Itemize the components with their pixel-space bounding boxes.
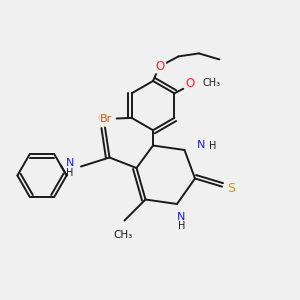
Text: H: H [66,167,73,178]
Text: H: H [209,141,216,152]
Text: N: N [177,212,186,223]
Text: S: S [227,182,235,196]
Text: O: O [186,77,195,90]
Text: O: O [156,59,165,73]
Text: Br: Br [100,113,112,124]
Text: CH₃: CH₃ [113,230,133,239]
Text: N: N [197,140,205,151]
Text: CH₃: CH₃ [202,78,220,88]
Text: N: N [65,158,74,169]
Text: O: O [98,112,107,125]
Text: H: H [178,221,185,231]
